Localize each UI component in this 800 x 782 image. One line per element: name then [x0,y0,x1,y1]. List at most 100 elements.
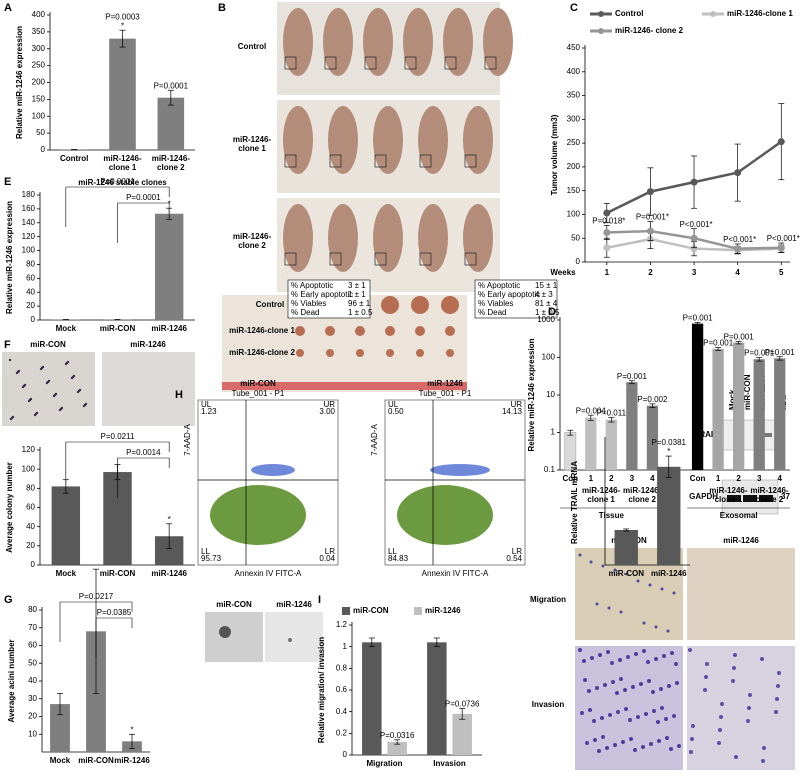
legend-label: Control [615,9,643,18]
cell [734,755,738,759]
cell [649,742,653,746]
p-value: P=0.0003 [105,12,140,21]
point [603,209,611,217]
cell [733,653,737,657]
x-tick-label: 2 [648,268,653,277]
mouse [483,8,513,76]
y-axis-label: Relative miR-1246 expression [527,338,536,451]
row-label: Control [238,42,266,51]
blot-band [758,433,772,437]
tumor [326,349,334,357]
cell [592,719,596,723]
mouse [283,204,313,272]
flow-ylabel: 7-AAD-A [183,424,192,456]
y-tick-label: 10 [546,390,555,399]
y-tick-label: 1.2 [336,620,348,629]
y-tick-label: 0 [31,560,36,569]
x-tick-label: 2 [609,474,614,483]
tumor-box [324,56,337,70]
photo-label: miR-CON [30,340,66,349]
tumor-box [329,154,342,168]
p-value: P<0.001* [679,220,712,229]
photo-label: miR-CON [216,600,252,609]
quadrant-value: 84.83 [388,554,409,563]
tumor [415,326,425,336]
cell [652,709,656,713]
bar [733,342,745,470]
flow-tube: Tube_001 - P1 [419,389,472,398]
bar [712,348,724,470]
cell [705,662,709,666]
y-tick-label: 20 [26,541,35,550]
cell [597,749,601,753]
cell [646,660,650,664]
y-tick-label: 60 [28,641,37,650]
cell [642,621,646,625]
flow-cloud [251,464,295,476]
stats-value: 81 ± 4 [535,299,558,308]
x-tick-label: miR-1246 [651,569,687,578]
flow-title: miR-CON [240,379,276,388]
legend-label: miR-1246 [425,606,461,615]
cell [672,591,676,595]
flow-ylabel: 7-AAD-A [370,424,379,456]
cell [580,711,584,715]
x-tick-label: 4 [778,474,783,483]
stats-label: % Early apoptotic [291,290,353,299]
y-tick-label: 160 [22,204,36,213]
legend-swatch [342,607,350,615]
point [734,169,742,177]
tumor [325,326,335,336]
y-tick-label: 30 [28,694,37,703]
y-tick-label: 80 [28,605,37,614]
panel-letter: H [175,389,183,401]
mouse [373,106,403,174]
cell [761,759,765,763]
y-tick-label: 200 [32,78,46,87]
p-value: P=0.001 [765,348,796,357]
quadrant-name: UL [388,400,399,409]
cell [605,746,609,750]
photo-label: miR-1246 [723,536,759,545]
bracket-label: P=0.0217 [79,592,114,601]
bracket-label: P=0.0211 [101,432,135,441]
bar [427,642,447,755]
photo [575,646,683,770]
stats-label: % Dead [478,308,506,317]
band-label: GAPDH [689,492,718,501]
cell [667,684,671,688]
x-tick-label: miR-1246 [151,324,187,333]
colony [35,411,39,415]
p-value: P=0.001* [636,213,669,222]
y-tick-label: 1 [343,642,348,651]
colony [60,406,64,410]
cell [583,678,587,682]
stats-label: % Dead [291,308,319,317]
bracket-label: P=0.0001 [126,193,161,202]
colony [54,392,58,396]
acinus [219,626,231,638]
y-tick-label: 120 [22,445,36,454]
bar [157,97,185,150]
y-tick-label: 120 [22,232,36,241]
bracket-label: P=0.0014 [126,448,161,457]
colony [11,415,15,419]
y-tick-label: 0 [41,145,46,154]
mouse [463,204,493,272]
cell [588,708,592,712]
p-value: P=0.001 [724,332,755,341]
flow-cloud [210,485,306,545]
p-value: P<0.001* [767,234,800,243]
row-label: miR-1246-clone 1 [233,135,272,153]
y-tick-label: 40 [28,676,37,685]
point [646,227,654,235]
cell [662,654,666,658]
cell [690,737,694,741]
cell [776,684,780,688]
y-tick-label: 20 [28,712,37,721]
y-tick-label: 0.2 [336,728,348,737]
cell [717,741,721,745]
point [777,244,785,252]
point [734,245,742,253]
